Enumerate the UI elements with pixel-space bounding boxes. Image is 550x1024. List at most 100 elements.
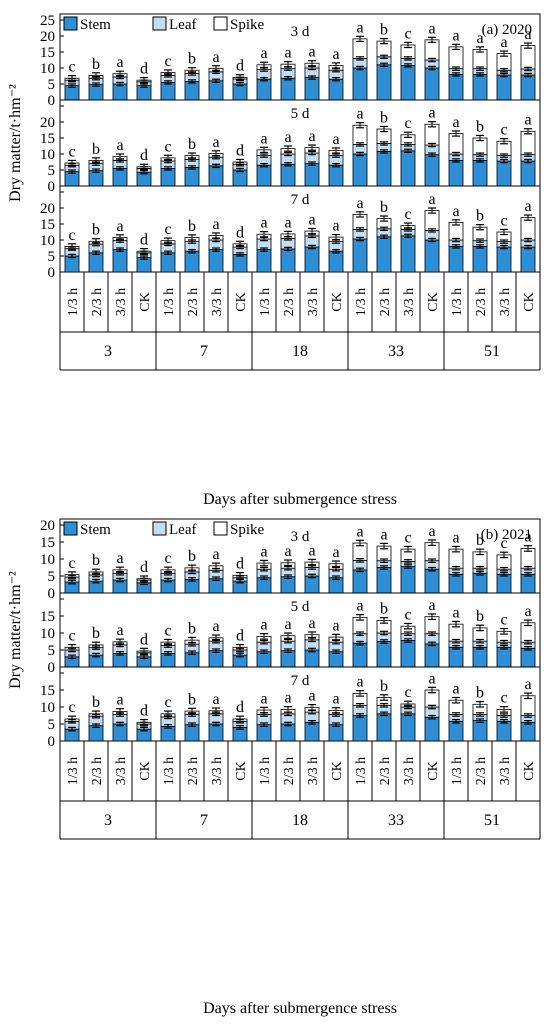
significance-letter: d xyxy=(140,232,148,249)
panel-label: (a) 2020 xyxy=(482,22,532,38)
bar-stem xyxy=(232,253,248,273)
bar-stem xyxy=(520,721,536,742)
bar-stem xyxy=(400,65,416,101)
category-label: 2/3 h xyxy=(90,757,105,785)
significance-letter: c xyxy=(164,138,171,155)
bar-stem xyxy=(376,236,392,273)
legend-swatch xyxy=(213,521,228,536)
significance-letter: c xyxy=(164,221,171,238)
x-axis-title: Days after submergence stress xyxy=(203,491,397,508)
bar-stem xyxy=(448,74,464,101)
significance-letter: a xyxy=(116,54,123,71)
significance-letter: b xyxy=(188,691,196,708)
group-label: 7 xyxy=(200,343,208,360)
bar-stem xyxy=(472,245,488,273)
bar-stem xyxy=(496,74,512,101)
significance-letter: d xyxy=(140,61,148,78)
y-tick-label: 15 xyxy=(40,535,55,551)
significance-letter: a xyxy=(524,529,531,546)
y-tick-label: 15 xyxy=(40,683,55,699)
significance-letter: c xyxy=(500,612,507,629)
significance-letter: b xyxy=(380,678,388,695)
category-label: 3/3 h xyxy=(114,288,129,316)
bar-stem xyxy=(280,650,296,668)
significance-letter: b xyxy=(92,222,100,239)
y-tick-label: 20 xyxy=(40,115,55,131)
significance-letter: a xyxy=(260,215,267,232)
category-label: 3/3 h xyxy=(306,288,321,316)
significance-letter: a xyxy=(524,676,531,693)
subplot-title: 3 d xyxy=(291,529,310,545)
legend-swatch xyxy=(63,521,78,536)
significance-letter: b xyxy=(188,620,196,637)
bar-stem xyxy=(424,239,440,273)
significance-letter: a xyxy=(116,622,123,639)
significance-letter: a xyxy=(308,542,315,559)
subplot-title: 5 d xyxy=(291,106,310,122)
category-label: 2/3 h xyxy=(186,288,201,316)
bar-stem xyxy=(208,723,224,742)
significance-letter: a xyxy=(380,526,387,543)
significance-letter: c xyxy=(500,212,507,229)
bar-stem xyxy=(352,238,368,273)
significance-letter: b xyxy=(188,218,196,235)
significance-letter: a xyxy=(452,114,459,131)
y-tick-label: 0 xyxy=(48,660,56,676)
significance-letter: c xyxy=(164,53,171,70)
category-label: 1/3 h xyxy=(258,288,273,316)
bar-stem xyxy=(256,249,272,273)
bar-stem xyxy=(520,573,536,594)
legend-swatch xyxy=(63,16,78,31)
bar-stem xyxy=(184,81,200,101)
significance-letter: d xyxy=(140,703,148,720)
bar-stem xyxy=(496,646,512,668)
bar-stem xyxy=(352,153,368,187)
significance-letter: a xyxy=(356,106,363,123)
bar-stem xyxy=(376,567,392,594)
bar-stem xyxy=(112,167,128,187)
significance-letter: c xyxy=(500,535,507,552)
significance-letter: a xyxy=(452,529,459,546)
bar-stem xyxy=(520,647,536,668)
significance-letter: b xyxy=(92,56,100,73)
significance-letter: a xyxy=(524,198,531,215)
significance-letter: a xyxy=(428,191,435,208)
bar-stem xyxy=(448,573,464,594)
significance-letter: a xyxy=(356,195,363,212)
significance-letter: a xyxy=(260,45,267,62)
significance-letter: a xyxy=(308,44,315,61)
significance-letter: c xyxy=(68,555,75,572)
category-label: CK xyxy=(522,761,537,780)
bar-stem xyxy=(352,569,368,594)
bar-stem xyxy=(88,252,104,273)
significance-letter: a xyxy=(116,692,123,709)
group-label: 3 xyxy=(104,812,112,829)
bar-stem xyxy=(160,167,176,187)
bar-stem xyxy=(472,74,488,101)
significance-letter: b xyxy=(476,532,484,549)
bar-spike xyxy=(448,46,464,70)
bar-stem xyxy=(88,84,104,101)
bar-stem xyxy=(472,159,488,187)
y-tick-label: 5 xyxy=(48,717,56,733)
y-tick-label: 5 xyxy=(48,643,56,659)
significance-letter: a xyxy=(452,203,459,220)
bar-stem xyxy=(256,78,272,101)
category-label: 1/3 h xyxy=(450,288,465,316)
bar-stem xyxy=(472,572,488,594)
bar-stem xyxy=(304,575,320,594)
bar-stem xyxy=(208,165,224,187)
significance-letter: c xyxy=(164,694,171,711)
category-label: CK xyxy=(234,761,249,780)
significance-letter: a xyxy=(332,617,339,634)
group-label: 33 xyxy=(388,343,404,360)
significance-letter: a xyxy=(260,690,267,707)
significance-letter: a xyxy=(212,134,219,151)
category-label: 1/3 h xyxy=(354,757,369,785)
y-tick-label: 0 xyxy=(48,93,56,109)
significance-letter: d xyxy=(236,224,244,241)
significance-letter: a xyxy=(428,597,435,614)
category-label: 3/3 h xyxy=(402,288,417,316)
significance-letter: a xyxy=(332,218,339,235)
group-label: 33 xyxy=(388,812,404,829)
